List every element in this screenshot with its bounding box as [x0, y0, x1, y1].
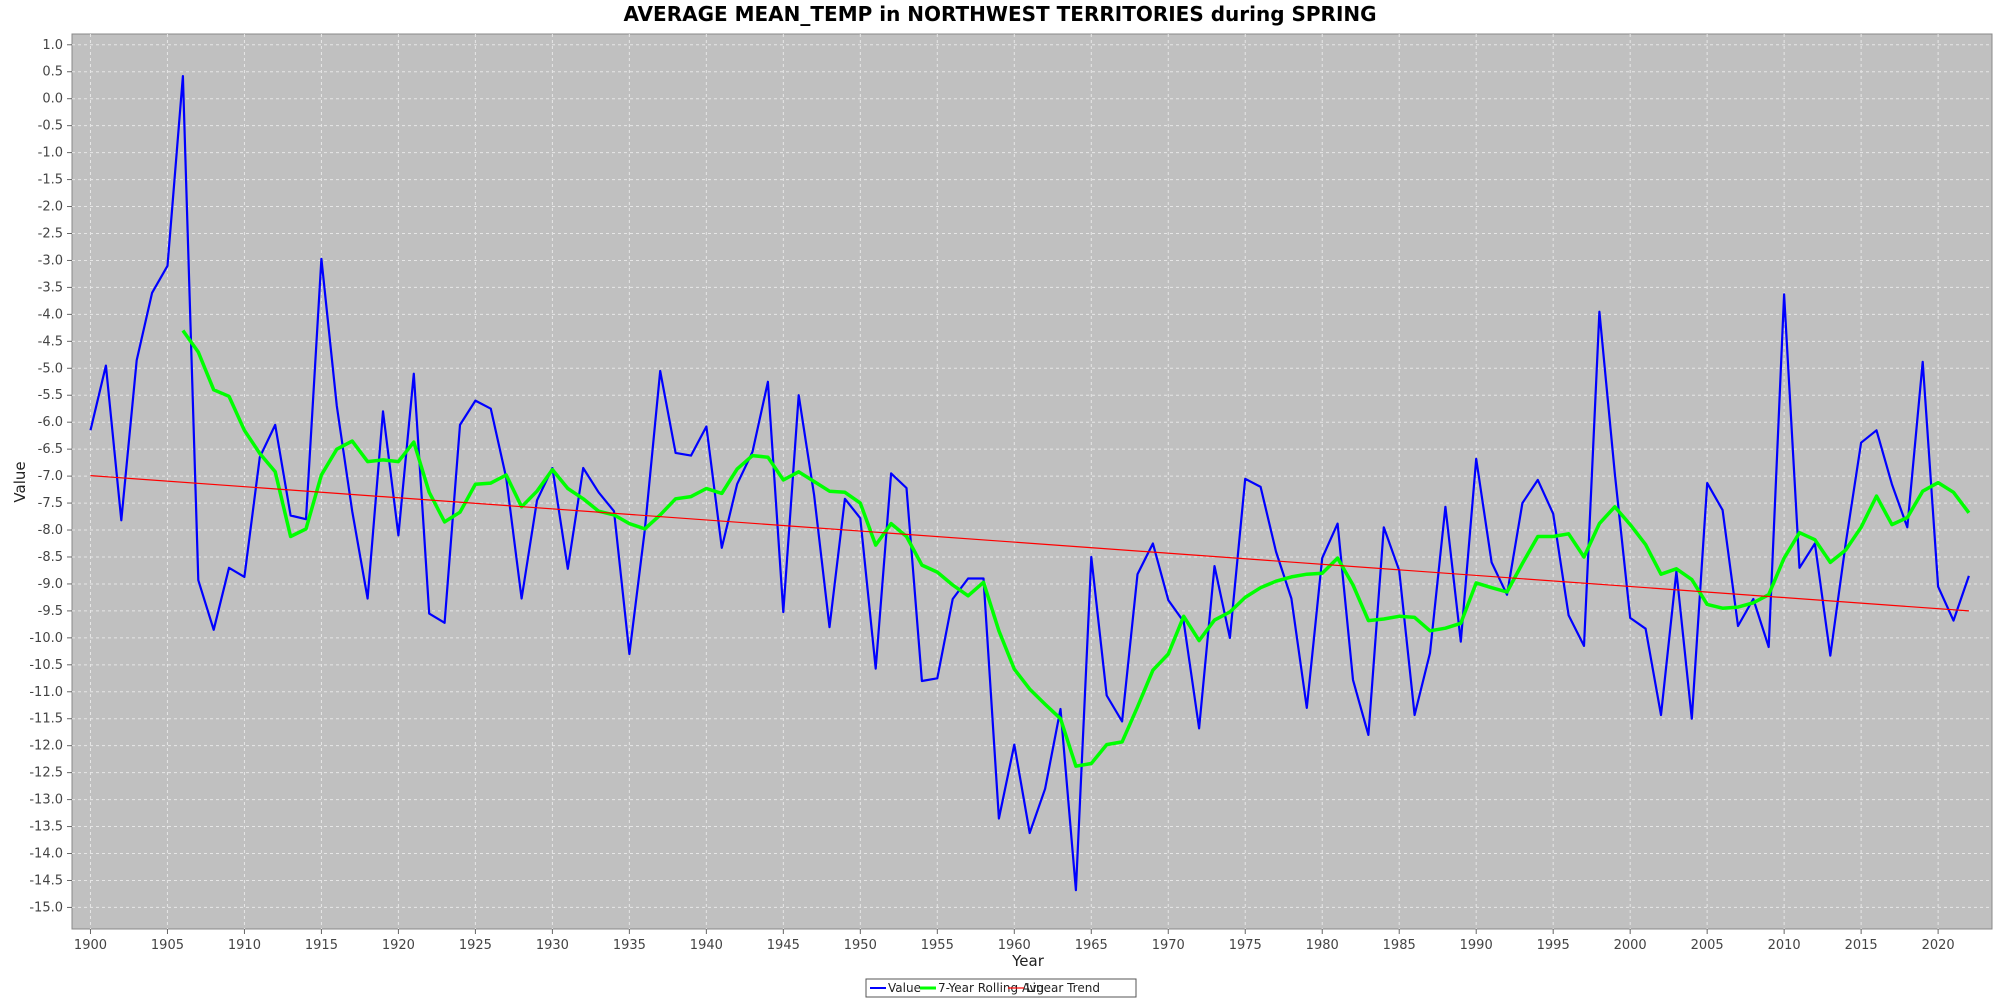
y-tick-label: -14.5	[29, 873, 63, 888]
y-tick-label: -10.0	[29, 631, 63, 646]
x-tick-label: 1915	[305, 938, 338, 953]
plot-area	[71, 33, 1993, 930]
x-tick-label: 2010	[1768, 938, 1801, 953]
grid-lines	[72, 34, 1992, 929]
x-tick-label: 1990	[1460, 938, 1493, 953]
x-tick-label: 1955	[921, 938, 954, 953]
x-tick-label: 1945	[767, 938, 800, 953]
x-tick-label: 1950	[844, 938, 877, 953]
legend-box	[865, 978, 1137, 998]
x-tick-label: 1965	[1075, 938, 1108, 953]
y-tick-label: -9.0	[38, 577, 63, 592]
y-tick-label: 1.0	[42, 38, 63, 53]
x-tick-label: 1980	[1306, 938, 1339, 953]
y-tick-label: -6.0	[38, 415, 63, 430]
y-tick-label: -8.5	[38, 550, 63, 565]
x-tick-label: 2020	[1922, 938, 1955, 953]
x-tick-label: 1985	[1383, 938, 1416, 953]
y-tick-label: -11.5	[29, 712, 63, 727]
y-tick-label: -12.5	[29, 766, 63, 781]
x-tick-label: 1920	[382, 938, 415, 953]
x-tick-label: 1975	[1229, 938, 1262, 953]
legend-label-rolling-avg: 7-Year Rolling Avg	[938, 981, 1044, 995]
x-axis-label: Year	[1011, 952, 1045, 970]
x-tick-label: 1925	[459, 938, 492, 953]
y-tick-label: -15.0	[29, 900, 63, 915]
x-tick-label: 1905	[151, 938, 184, 953]
x-tick-label: 1935	[613, 938, 646, 953]
y-tick-label: -5.0	[38, 361, 63, 376]
x-tick-label: 1900	[74, 938, 107, 953]
y-tick-label: -11.0	[29, 685, 63, 700]
x-tick-label: 1960	[998, 938, 1031, 953]
y-tick-label: -7.5	[38, 496, 63, 511]
y-tick-label: 0.5	[42, 65, 63, 80]
y-tick-label: -3.0	[38, 253, 63, 268]
series-line-linear-trend	[90, 475, 1969, 612]
y-tick-label: -4.5	[38, 334, 63, 349]
legend: Value 7-Year Rolling Avg Linear Trend	[865, 978, 1137, 998]
y-tick-label: -6.5	[38, 442, 63, 457]
y-tick-label: -4.0	[38, 307, 63, 322]
y-tick-label: -2.0	[38, 200, 63, 215]
y-tick-label: -13.5	[29, 820, 63, 835]
y-tick-label: -1.5	[38, 173, 63, 188]
y-tick-label: -14.0	[29, 847, 63, 862]
y-tick-label: -13.0	[29, 793, 63, 808]
y-axis-label: Value	[11, 461, 29, 502]
series-line-rolling-avg	[181, 329, 1971, 768]
y-tick-label: -2.5	[38, 226, 63, 241]
legend-label-value: Value	[888, 981, 921, 995]
x-axis: 1900 1905 1910 1915 1920 1925 1930 1935 1940 1945…	[74, 929, 1955, 953]
y-tick-label: -1.0	[38, 146, 63, 161]
y-tick-label: -0.5	[38, 119, 63, 134]
y-axis: 1.0 0.5 0.0 -0.5 -1.0 -1.5 -2.0 -2.5 -3.0 -3.5 -4.…	[29, 38, 72, 915]
x-tick-label: 1930	[536, 938, 569, 953]
x-tick-label: 1995	[1537, 938, 1570, 953]
x-tick-label: 2005	[1691, 938, 1724, 953]
x-tick-label: 1940	[690, 938, 723, 953]
y-tick-label: -10.5	[29, 658, 63, 673]
x-tick-label: 2015	[1845, 938, 1878, 953]
y-tick-label: -5.5	[38, 388, 63, 403]
y-tick-label: -3.5	[38, 280, 63, 295]
x-tick-label: 2000	[1614, 938, 1647, 953]
series-line-value	[89, 74, 1970, 892]
x-tick-label: 1910	[228, 938, 261, 953]
y-tick-label: -7.0	[38, 469, 63, 484]
y-tick-label: -12.0	[29, 739, 63, 754]
x-tick-label: 1970	[1152, 938, 1185, 953]
legend-label-linear-trend: Linear Trend	[1026, 981, 1100, 995]
y-tick-label: -8.0	[38, 523, 63, 538]
y-tick-label: 0.0	[42, 92, 63, 107]
series-layer	[89, 74, 1971, 892]
chart-title: AVERAGE MEAN_TEMP in NORTHWEST TERRITORI…	[623, 2, 1376, 26]
y-tick-label: -9.5	[38, 604, 63, 619]
